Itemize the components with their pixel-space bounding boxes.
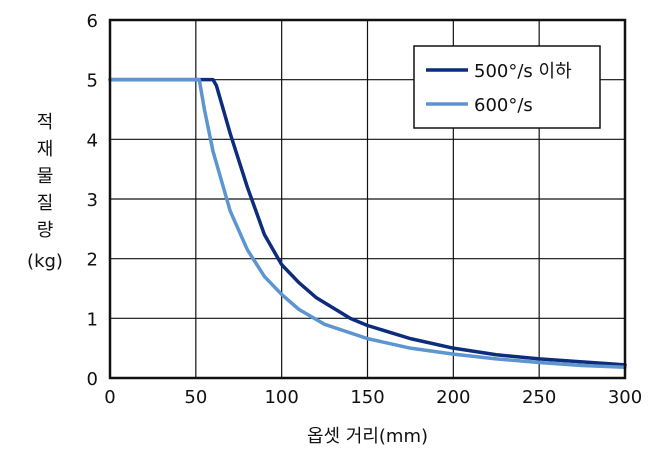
y-axis-title-char: 재 [37, 139, 54, 160]
y-tick-label: 4 [87, 130, 98, 151]
tick-labels: 0 50 100 150 200 250 300 0 1 2 3 4 5 6 [87, 11, 643, 408]
legend-label-series-1: 500°/s 이하 [474, 61, 572, 82]
x-tick-label: 100 [264, 387, 298, 408]
x-tick-label: 0 [104, 387, 115, 408]
y-axis-title-char: 량 [37, 220, 54, 241]
x-tick-label: 200 [436, 387, 470, 408]
y-axis-title-char: 물 [37, 166, 54, 187]
y-tick-label: 3 [87, 190, 98, 211]
series-line-2 [108, 77, 627, 370]
plot-frame [108, 18, 627, 380]
y-tick-label: 1 [87, 309, 98, 330]
legend-box [413, 45, 601, 129]
y-tick-label: 2 [87, 250, 98, 271]
series-line-1 [108, 77, 627, 367]
legend-label-series-2: 600°/s [474, 95, 533, 116]
x-tick-label: 300 [608, 387, 642, 408]
legend: 500°/s 이하 600°/s [413, 45, 601, 129]
x-tick-label: 250 [522, 387, 556, 408]
x-axis-title: 옵셋 거리(mm) [307, 426, 428, 447]
y-tick-label: 5 [87, 71, 98, 92]
x-tick-label: 50 [184, 387, 207, 408]
y-tick-label: 6 [87, 11, 98, 32]
y-axis-unit: (kg) [27, 251, 63, 272]
x-tick-label: 150 [350, 387, 384, 408]
series-layer [108, 77, 627, 370]
y-axis-title-char: 질 [37, 193, 54, 214]
y-axis-title-char: 적 [37, 112, 54, 133]
y-tick-label: 0 [87, 369, 98, 390]
